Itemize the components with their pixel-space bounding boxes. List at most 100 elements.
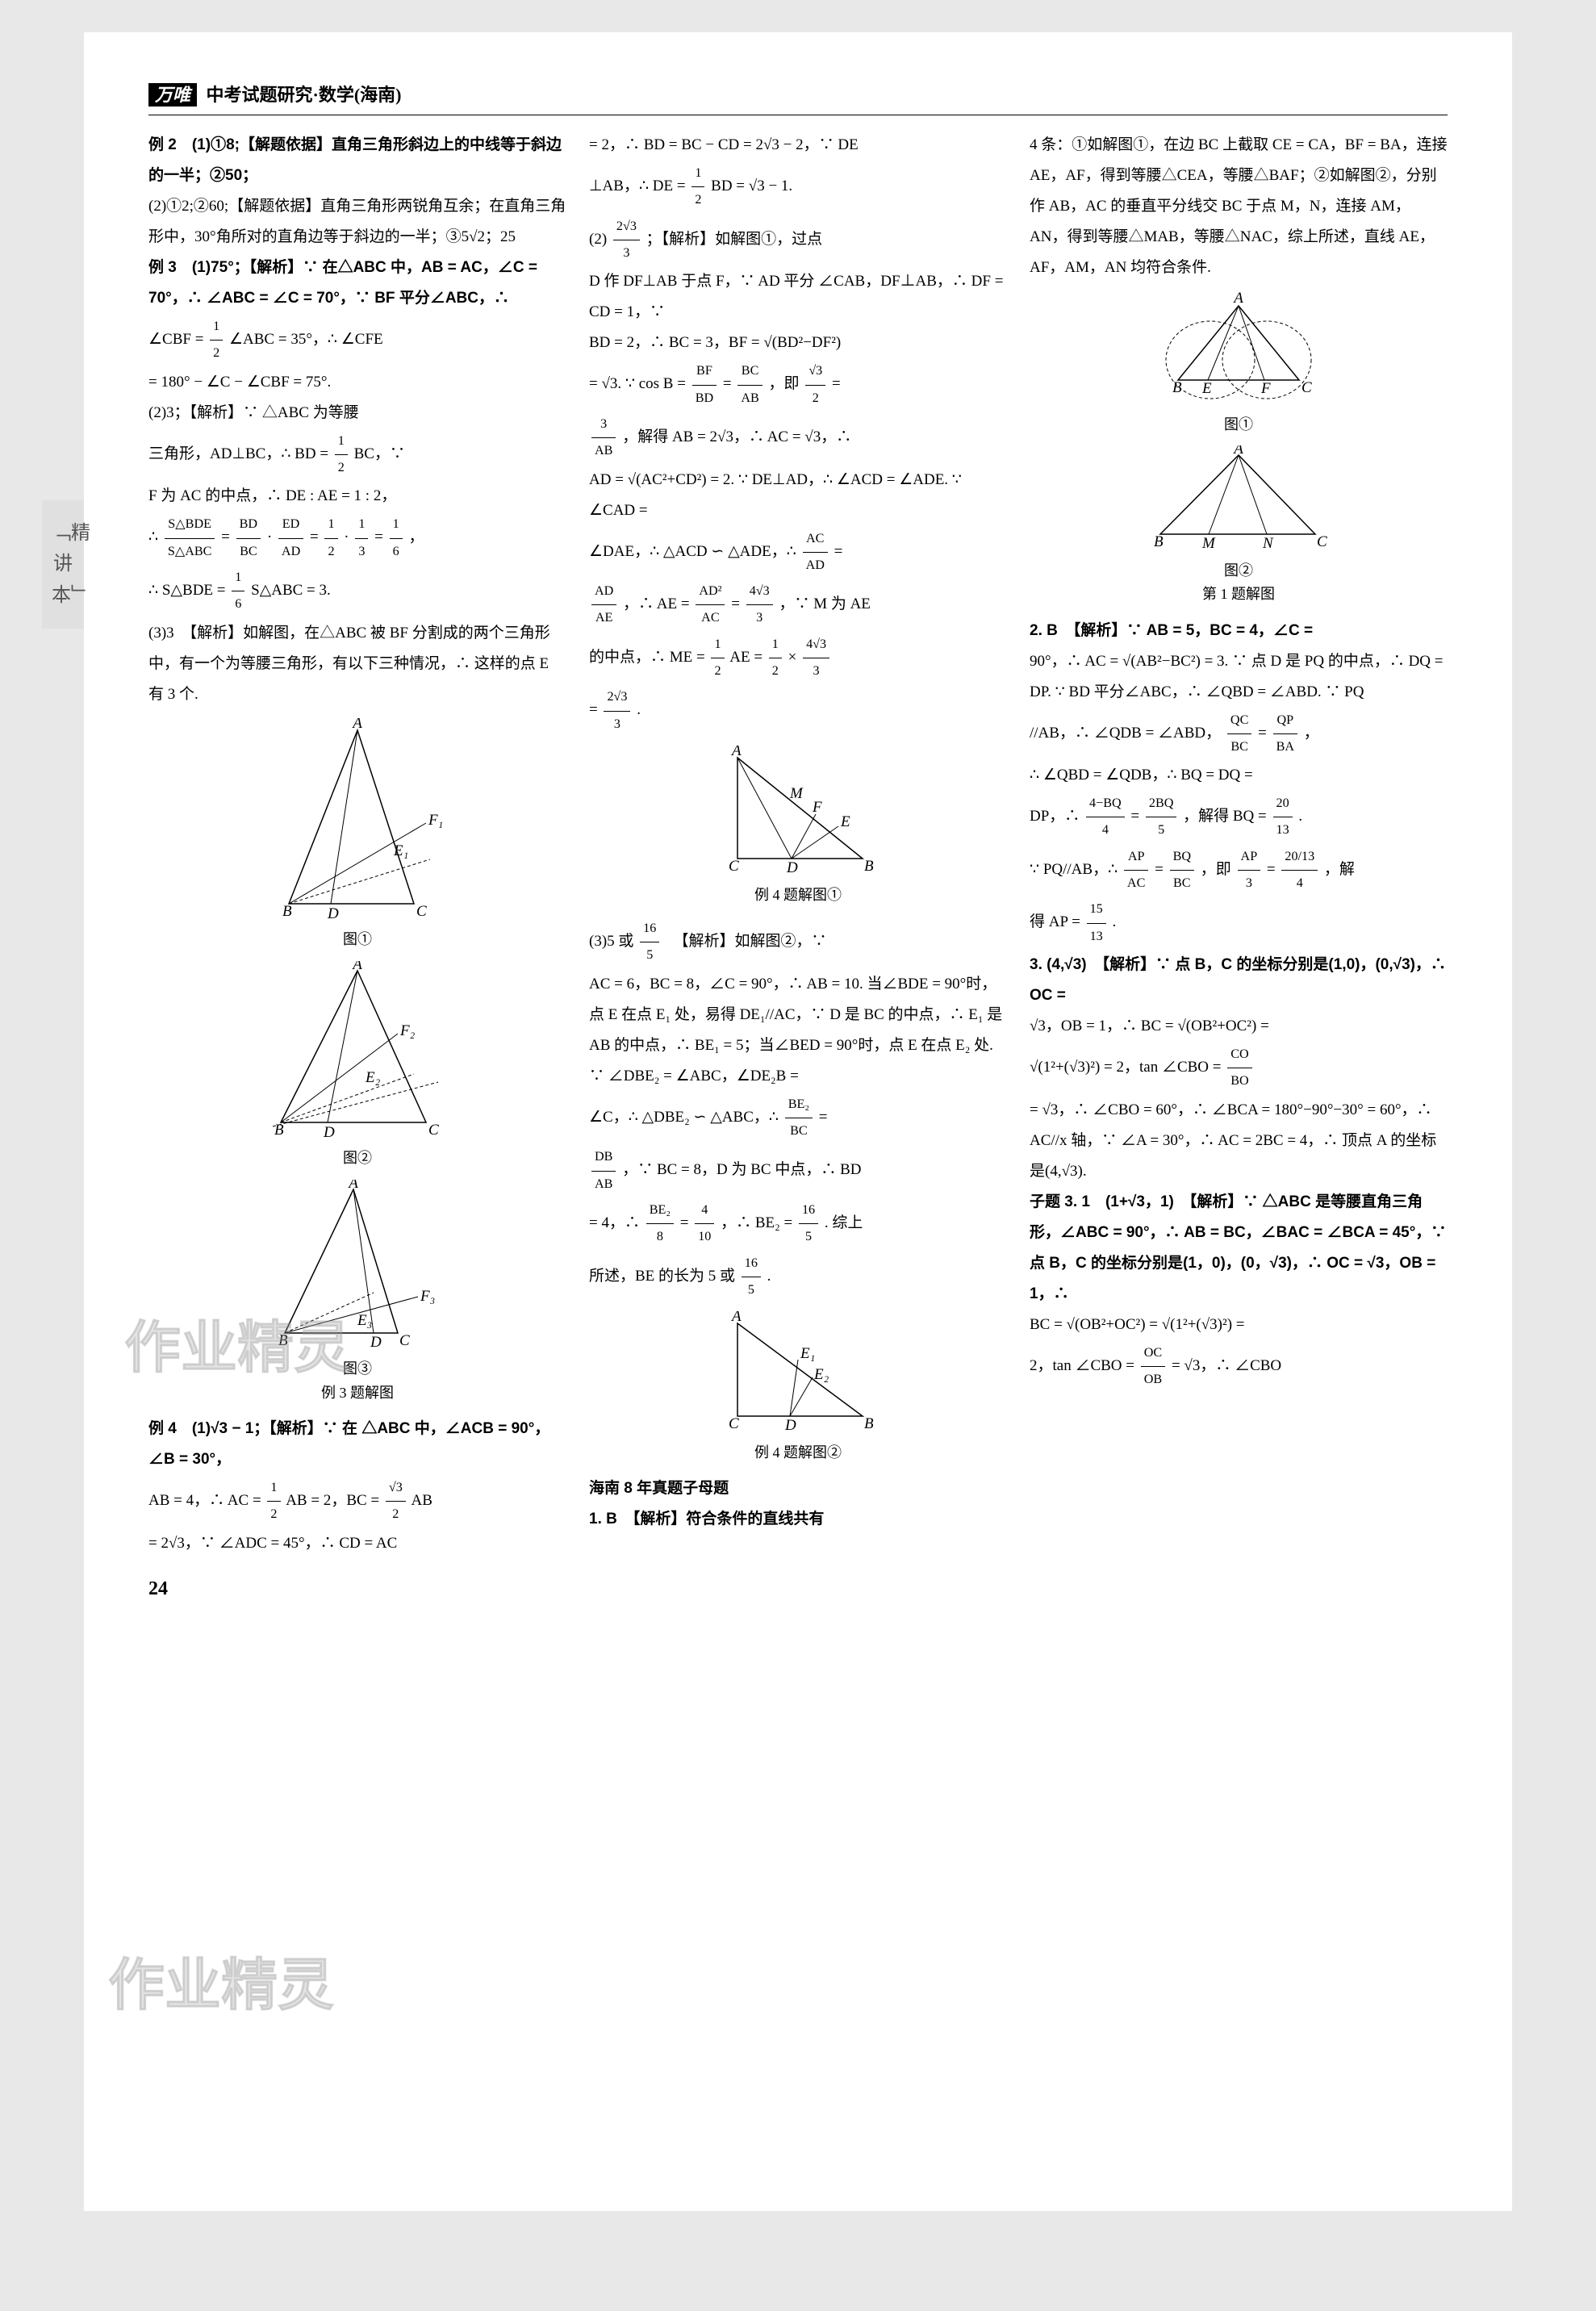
c2-l4: D 作 DF⊥AB 于点 F，∵ AD 平分 ∠CAB，DF⊥AB，∴ DF =… bbox=[589, 266, 1007, 328]
num: 1 bbox=[691, 161, 704, 187]
text: = bbox=[1155, 861, 1164, 878]
text: AB = 2，BC = bbox=[286, 1492, 379, 1509]
svg-text:D: D bbox=[327, 905, 339, 920]
text: √(1²+(√3)²) = 2，tan ∠CBO = bbox=[1030, 1059, 1221, 1076]
q2b: 90°，∴ AC = √(AB²−BC²) = 3. ∵ 点 D 是 PQ 的中… bbox=[1030, 646, 1448, 708]
frac: 3AB bbox=[591, 412, 616, 465]
text: AE = bbox=[729, 649, 762, 666]
c2-l3: (2) 2√33 ；【解析】如解图①，过点 bbox=[589, 214, 1007, 267]
svg-text:N: N bbox=[1262, 535, 1274, 550]
svg-text:C: C bbox=[1301, 379, 1312, 396]
sub3c: 2，tan ∠CBO = OCOB = √3，∴ ∠CBO bbox=[1030, 1340, 1448, 1394]
den: 2 bbox=[324, 539, 337, 565]
text: 的中点，∴ ME = bbox=[589, 649, 705, 666]
den: 10 bbox=[695, 1224, 714, 1250]
text: ；【解析】如解图①，过点 bbox=[646, 231, 823, 248]
sub3a: 子题 3. 1 (1+√3，1) 【解析】∵ △ABC 是等腰直角三角形，∠AB… bbox=[1030, 1187, 1448, 1310]
c3-l1: 4 条：①如解图①，在边 BC 上截取 CE = CA，BF = BA，连接 A… bbox=[1030, 130, 1448, 283]
den: 4 bbox=[1086, 817, 1125, 843]
svg-text:D: D bbox=[784, 1417, 796, 1432]
svg-text:E₁: E₁ bbox=[800, 1345, 815, 1362]
frac: BQBC bbox=[1170, 844, 1194, 897]
text: . bbox=[637, 702, 641, 719]
text: 3. (4,√3) 【解析】∵ 点 B，C 的坐标分别是(1,0)，(0,√3)… bbox=[1030, 956, 1446, 1004]
den: 2 bbox=[711, 658, 724, 684]
num: 1 bbox=[267, 1475, 280, 1502]
text: = bbox=[832, 375, 841, 392]
ex4e: = 2√3，∵ ∠ADC = 45°，∴ CD = AC bbox=[148, 1528, 566, 1559]
text: AB = 4，∴ AC = bbox=[148, 1492, 261, 1509]
text: ∵ PQ//AB，∴ bbox=[1030, 861, 1118, 878]
num: 1 bbox=[390, 512, 403, 538]
q2c: //AB，∴ ∠QDB = ∠ABD， QCBC = QPBA ， bbox=[1030, 708, 1448, 761]
text: = bbox=[819, 1109, 828, 1126]
svg-text:E₁: E₁ bbox=[393, 842, 408, 859]
svg-text:B: B bbox=[1172, 379, 1182, 396]
text: = bbox=[834, 543, 843, 560]
den: BD bbox=[692, 386, 717, 412]
text: ，即 bbox=[1201, 861, 1231, 878]
num: 15 bbox=[1087, 896, 1106, 923]
figure-c1-1: A B D C E₁ F₁ 图① bbox=[148, 718, 566, 950]
num: QC bbox=[1227, 708, 1251, 734]
num: 2BQ bbox=[1146, 791, 1177, 817]
svg-text:F: F bbox=[812, 799, 822, 816]
svg-text:F₂: F₂ bbox=[399, 1022, 416, 1039]
q3c: √(1²+(√3)²) = 2，tan ∠CBO = COBO bbox=[1030, 1042, 1448, 1095]
text: . bbox=[767, 1268, 771, 1285]
text: ， bbox=[1304, 725, 1319, 742]
text: = bbox=[310, 529, 319, 545]
text: ⊥AB，∴ DE = bbox=[589, 178, 686, 194]
num: OC bbox=[1141, 1340, 1165, 1367]
den: 2 bbox=[691, 187, 704, 213]
text: //AB，∴ ∠QDB = ∠ABD， bbox=[1030, 725, 1221, 742]
header-title: 中考试题研究·数学(海南) bbox=[207, 85, 402, 105]
den: 3 bbox=[1238, 871, 1261, 896]
svg-text:A: A bbox=[730, 1311, 742, 1325]
den: 8 bbox=[646, 1224, 674, 1250]
frac: AD²AC bbox=[696, 579, 725, 632]
text: = 4，∴ bbox=[589, 1214, 640, 1231]
num: 1 bbox=[324, 512, 337, 538]
den: 3 bbox=[746, 605, 773, 631]
svg-text:F: F bbox=[1260, 380, 1271, 397]
c2-l16: DBAB ，∵ BC = 8，D 为 BC 中点，∴ BD bbox=[589, 1144, 1007, 1197]
den: 5 bbox=[742, 1277, 761, 1303]
text: 【解析】如解图②，∵ bbox=[666, 933, 827, 950]
num: 1 bbox=[232, 565, 244, 591]
den: 2 bbox=[805, 386, 825, 412]
svg-text:E: E bbox=[840, 813, 850, 830]
den: 3 bbox=[355, 539, 368, 565]
frac: √32 bbox=[386, 1475, 406, 1528]
text: 得 AP = bbox=[1030, 914, 1080, 931]
ex3-1a: 例 3 (1)75°；【解析】∵ 在△ABC 中，AB = AC，∠C = 70… bbox=[148, 253, 566, 314]
text: 例 3 (1)75°；【解析】∵ 在△ABC 中，AB = AC，∠C = 70… bbox=[148, 259, 537, 307]
q1: 1. B 【解析】符合条件的直线共有 bbox=[589, 1504, 1007, 1535]
triangle-diagram-icon: A B D C E₂ F₂ bbox=[265, 961, 450, 1139]
page-header: 万唯 中考试题研究·数学(海南) bbox=[148, 81, 1448, 115]
svg-text:D: D bbox=[323, 1124, 335, 1139]
den: 13 bbox=[1087, 924, 1106, 950]
caption: 图① bbox=[1030, 416, 1448, 434]
num: AP bbox=[1124, 844, 1148, 871]
svg-text:B: B bbox=[864, 1415, 874, 1432]
text: (3)5 或 bbox=[589, 933, 633, 950]
num: √3 bbox=[386, 1475, 406, 1502]
num: 4√3 bbox=[803, 632, 829, 658]
ellipse-triangle-icon: A B E F C bbox=[1150, 291, 1327, 404]
q3b: √3，OB = 1，∴ BC = √(OB²+OC²) = bbox=[1030, 1011, 1448, 1042]
c2-l8: AD = √(AC²+CD²) = 2. ∵ DE⊥AD，∴ ∠ACD = ∠A… bbox=[589, 465, 1007, 526]
text: × bbox=[788, 649, 797, 666]
triangle-diagram-icon: A B D C E₃ F₃ bbox=[269, 1180, 446, 1349]
frac: 4√33 bbox=[803, 632, 829, 685]
text: ∴ bbox=[148, 529, 158, 545]
figure-c1-3: A B D C E₃ F₃ 图③ 例 3 题解图 bbox=[148, 1180, 566, 1402]
num: 1 bbox=[355, 512, 368, 538]
text: 三角形，AD⊥BC，∴ BD = bbox=[148, 445, 328, 462]
frac: BDBC bbox=[236, 512, 261, 565]
watermark: 作业精灵 bbox=[108, 1929, 334, 2041]
caption: 图① bbox=[148, 930, 566, 949]
num: AP bbox=[1238, 844, 1261, 871]
text: ∠C，∴ △DBE₂ ∽ △ABC，∴ bbox=[589, 1109, 779, 1126]
c2-l12: = 2√33 . bbox=[589, 684, 1007, 738]
